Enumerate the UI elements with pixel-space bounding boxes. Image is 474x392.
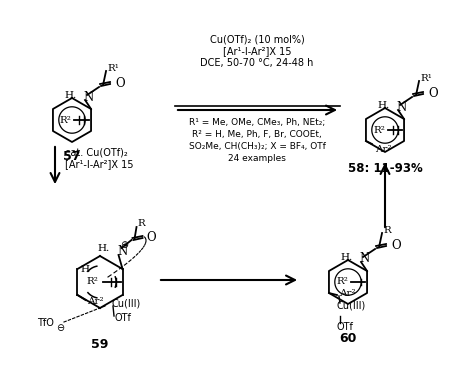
Text: N: N xyxy=(359,252,369,265)
Text: H.: H. xyxy=(378,100,390,109)
Text: 59: 59 xyxy=(91,338,109,351)
Text: H.: H. xyxy=(65,91,77,100)
Text: R¹ = Me, OMe, CMe₃, Ph, NEt₂;: R¹ = Me, OMe, CMe₃, Ph, NEt₂; xyxy=(189,118,325,127)
Text: O: O xyxy=(115,76,125,89)
Text: R: R xyxy=(137,218,145,227)
Text: Cu(III): Cu(III) xyxy=(112,298,141,308)
Text: R¹: R¹ xyxy=(420,74,432,82)
Text: R¹: R¹ xyxy=(107,64,119,73)
Text: Cu(III): Cu(III) xyxy=(337,300,366,310)
Text: R: R xyxy=(383,225,391,234)
Text: R²: R² xyxy=(87,278,99,287)
Text: 58: 11-93%: 58: 11-93% xyxy=(347,162,422,175)
Text: OTf: OTf xyxy=(115,313,132,323)
Text: [Ar¹-I-Ar²]X 15: [Ar¹-I-Ar²]X 15 xyxy=(223,46,291,56)
Text: SO₂Me, CH(CH₃)₂; X = BF₄, OTf: SO₂Me, CH(CH₃)₂; X = BF₄, OTf xyxy=(189,142,326,151)
Text: Ar²: Ar² xyxy=(339,289,356,298)
Text: 60: 60 xyxy=(339,332,357,345)
Text: O: O xyxy=(146,230,156,243)
Text: N: N xyxy=(118,245,128,258)
Text: cat. Cu(OTf)₂: cat. Cu(OTf)₂ xyxy=(65,147,128,157)
Text: ⊕: ⊕ xyxy=(120,240,128,250)
Text: O: O xyxy=(391,238,401,252)
Text: Ar²: Ar² xyxy=(88,298,104,307)
Text: R²: R² xyxy=(336,278,348,287)
Text: H.: H. xyxy=(341,252,353,261)
Text: OTf: OTf xyxy=(337,322,354,332)
Text: N: N xyxy=(83,91,93,103)
Text: H: H xyxy=(81,265,90,274)
Text: Cu(OTf)₂ (10 mol%): Cu(OTf)₂ (10 mol%) xyxy=(210,34,304,44)
Text: TfO: TfO xyxy=(37,318,54,328)
Text: [Ar¹-I-Ar²]X 15: [Ar¹-I-Ar²]X 15 xyxy=(65,159,134,169)
Text: R²: R² xyxy=(373,125,385,134)
Text: H.: H. xyxy=(97,243,109,252)
Text: R²: R² xyxy=(59,116,71,125)
Text: 57: 57 xyxy=(63,150,81,163)
Text: Ar²: Ar² xyxy=(375,145,392,154)
Text: ⊖: ⊖ xyxy=(56,323,64,333)
Text: 24 examples: 24 examples xyxy=(228,154,286,163)
Text: R² = H, Me, Ph, F, Br, COOEt,: R² = H, Me, Ph, F, Br, COOEt, xyxy=(192,129,322,138)
Text: N: N xyxy=(396,100,406,114)
Text: O: O xyxy=(428,87,438,100)
Text: DCE, 50-70 °C, 24-48 h: DCE, 50-70 °C, 24-48 h xyxy=(201,58,314,68)
